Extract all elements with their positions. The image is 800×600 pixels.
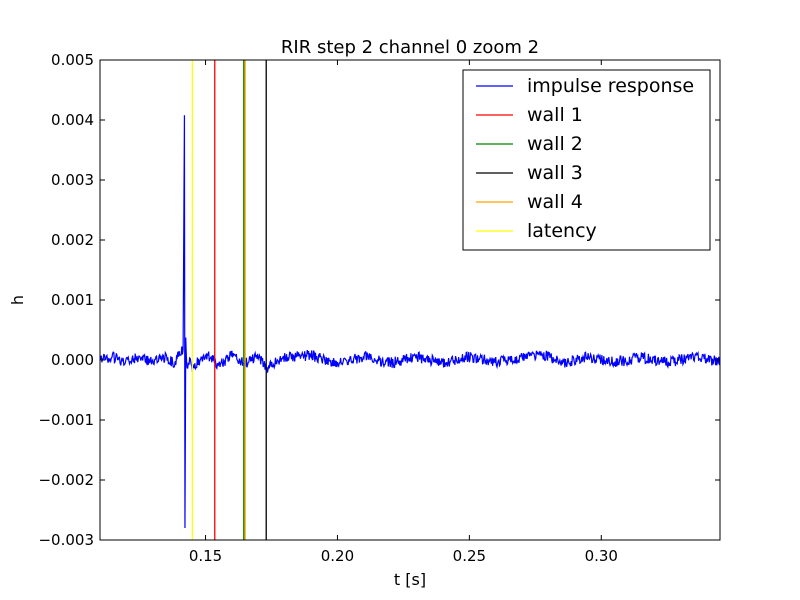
- legend-label: wall 3: [527, 162, 583, 184]
- x-tick-label: 0.20: [321, 547, 354, 565]
- legend-label: wall 2: [527, 133, 583, 155]
- x-tick-label: 0.25: [453, 547, 486, 565]
- y-tick-label: 0.004: [51, 111, 94, 129]
- legend-label: latency: [527, 220, 597, 242]
- legend-label: wall 1: [527, 104, 583, 126]
- legend: impulse response wall 1 wall 2 wall 3 wall 4…: [462, 69, 711, 251]
- x-axis-label: t [s]: [394, 570, 426, 589]
- legend-label: impulse response: [527, 75, 694, 97]
- y-axis-label: h: [8, 295, 27, 305]
- x-tick-label: 0.15: [189, 547, 222, 565]
- y-tick-label: −0.001: [38, 411, 94, 429]
- y-tick-label: −0.003: [38, 531, 94, 549]
- y-tick-label: 0.000: [51, 351, 94, 369]
- y-tick-label: −0.002: [38, 471, 94, 489]
- y-tick-label: 0.003: [51, 171, 94, 189]
- axes: 0.15 0.20 0.25 0.30 −0.003 −0.002 −0.001 0.000 0…: [38, 51, 721, 565]
- plot-area: [100, 60, 720, 540]
- series-line-impulse-response: [100, 115, 720, 529]
- y-tick-label: 0.002: [51, 231, 94, 249]
- legend-box: [462, 69, 711, 251]
- y-tick-label: 0.001: [51, 291, 94, 309]
- legend-label: wall 4: [527, 191, 583, 213]
- y-tick-label: 0.005: [51, 51, 94, 69]
- chart-title: RIR step 2 channel 0 zoom 2: [281, 37, 539, 58]
- x-tick-label: 0.30: [585, 547, 618, 565]
